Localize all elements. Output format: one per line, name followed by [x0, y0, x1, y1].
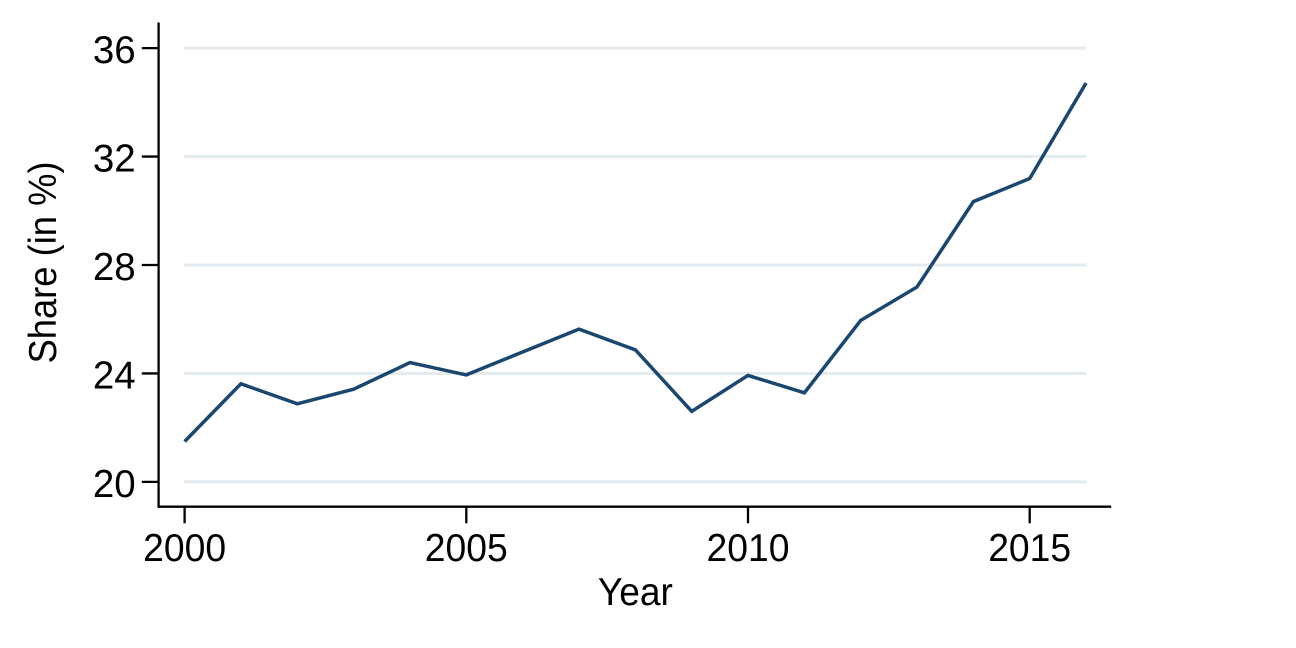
- svg-text:32: 32: [93, 138, 136, 181]
- svg-text:Year: Year: [598, 571, 673, 614]
- svg-text:Share (in %): Share (in %): [22, 162, 65, 364]
- svg-text:2010: 2010: [707, 527, 790, 570]
- svg-text:36: 36: [93, 29, 136, 72]
- svg-text:2000: 2000: [143, 527, 226, 570]
- svg-text:28: 28: [93, 246, 136, 289]
- svg-text:20: 20: [93, 463, 136, 506]
- svg-text:2005: 2005: [425, 527, 508, 570]
- svg-text:24: 24: [93, 354, 136, 397]
- svg-text:2015: 2015: [988, 527, 1071, 570]
